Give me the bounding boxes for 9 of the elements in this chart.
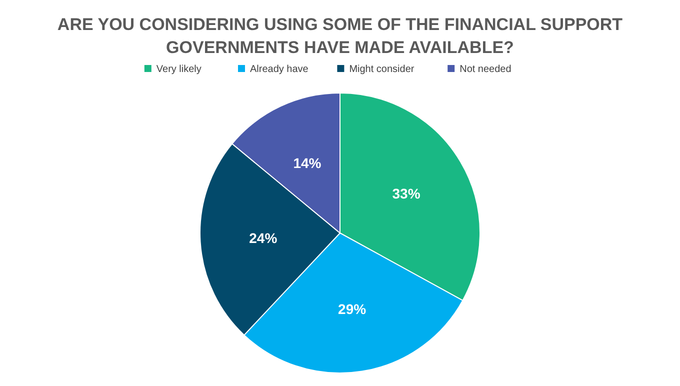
- legend-label: Not needed: [460, 64, 512, 75]
- chart-title: ARE YOU CONSIDERING USING SOME OF THE FINANCIAL SUPPORT GOVERNMENTS HAVE MADE AVAILABLE?: [57, 15, 624, 57]
- data-label: 29%: [338, 300, 367, 317]
- legend-label: Very likely: [156, 64, 202, 75]
- data-label: 14%: [293, 155, 322, 172]
- legend-label: Might consider: [349, 64, 415, 75]
- data-label: 24%: [249, 230, 278, 246]
- legend-label: Already have: [250, 64, 309, 75]
- data-label: 33%: [392, 186, 421, 202]
